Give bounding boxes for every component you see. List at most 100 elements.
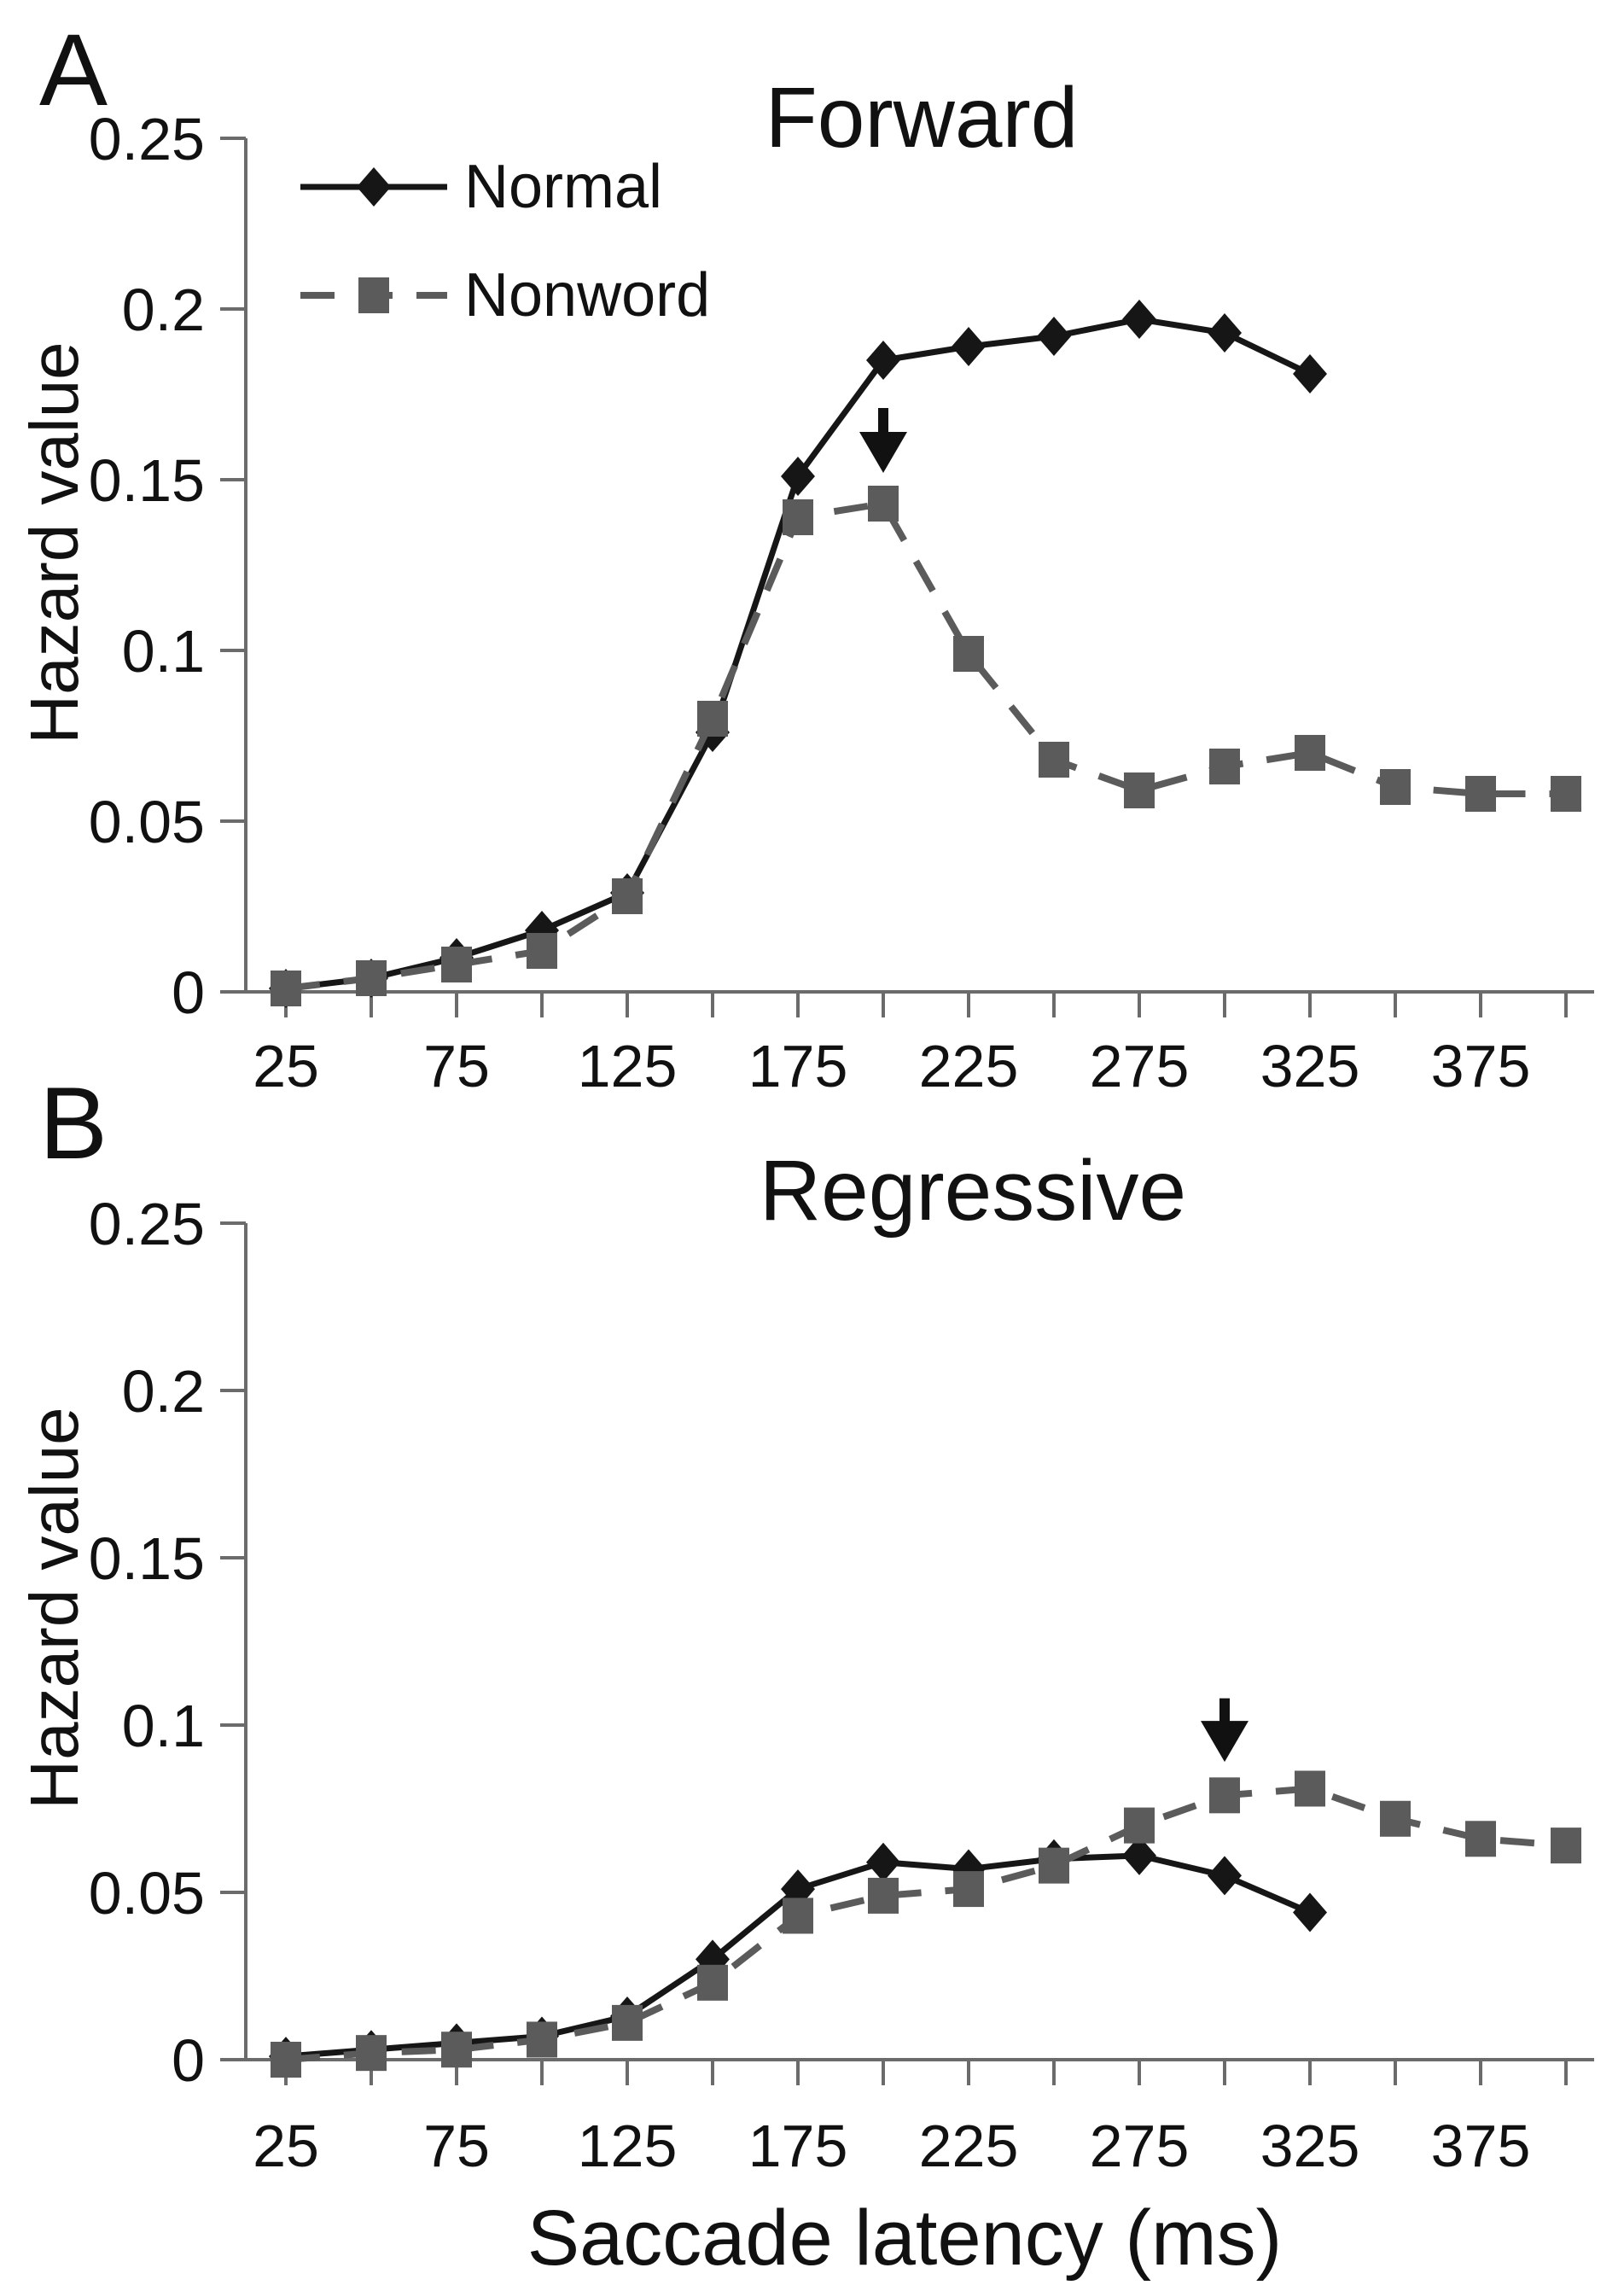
x-axis-title: Saccade latency (ms) [527, 2195, 1283, 2282]
panel-a-x-tick-label: 225 [919, 1033, 1019, 1099]
panel-a-x-tick-label: 175 [748, 1033, 848, 1099]
data-point-marker-square [1039, 1847, 1069, 1884]
data-point-marker-square [1209, 749, 1240, 784]
panel-b-y-tick-label: 0 [172, 2027, 205, 2094]
panel-b-nonword-line [285, 1785, 1567, 2063]
panel-b-y-tick-label: 0.15 [89, 1525, 205, 1592]
panel-b-axes: 0 0.05 0.1 0.15 0.2 0.25 25 75 125 175 225 275 325 37… [89, 1191, 1594, 2179]
panel-a-x-tick-label: 375 [1431, 1033, 1531, 1099]
data-point-marker-square [527, 933, 557, 969]
legend-item-nonword: Nonword [299, 262, 710, 329]
panel-a-y-tick-label: 0.15 [89, 447, 205, 514]
data-point-marker-square [441, 947, 472, 982]
data-point-marker-square [441, 2032, 472, 2068]
data-point-marker-square [1124, 1807, 1155, 1844]
data-point-marker-square [1295, 1770, 1325, 1807]
panel-b-y-tick-label: 0.2 [122, 1358, 205, 1425]
panel-a-group: 0 0.05 0.1 0.15 0.2 0.25 25 75 125 175 225 275 325 37… [89, 106, 1594, 1099]
panel-a-x-tick-label: 25 [253, 1033, 319, 1099]
data-point-marker-square [271, 2042, 301, 2078]
panel-a-y-tick-label: 0.2 [122, 277, 205, 343]
panel-a-y-tick-label: 0.25 [89, 106, 205, 172]
square-marker-icon [358, 277, 389, 313]
data-point-marker-square [1465, 776, 1496, 812]
data-point-marker-square [1551, 1828, 1581, 1864]
panel-b-y-tick-label: 0.1 [122, 1693, 205, 1759]
panel-b-series-normal [269, 1835, 1327, 2077]
data-point-marker-square [1209, 1777, 1240, 1814]
panel-b-x-tick-label: 125 [578, 2113, 678, 2179]
panel-b-y-axis-label: Hazard value [16, 1407, 92, 1810]
panel-a-y-tick-label: 0 [172, 959, 205, 1026]
data-point-marker-square [1124, 772, 1155, 808]
panel-b-x-tick-label: 275 [1090, 2113, 1190, 2179]
panel-a-x-tick-label: 75 [423, 1033, 490, 1099]
data-point-marker-diamond [1037, 317, 1071, 356]
panel-b-title: Regressive [759, 1143, 1187, 1239]
data-point-marker-square [527, 2021, 557, 2058]
data-point-marker-square [783, 1898, 813, 1934]
panel-b-x-tick-label: 25 [253, 2113, 319, 2179]
data-point-marker-diamond [866, 1842, 900, 1882]
data-point-marker-diamond [1208, 313, 1242, 353]
data-point-marker-square [1551, 776, 1581, 812]
panel-b-x-tick-label: 225 [919, 2113, 1019, 2179]
data-point-marker-square [1295, 735, 1325, 771]
panel-a-axes: 0 0.05 0.1 0.15 0.2 0.25 25 75 125 175 225 275 325 37… [89, 106, 1594, 1099]
panel-a-x-tick-label: 325 [1260, 1033, 1360, 1099]
data-point-marker-square [697, 1964, 728, 2001]
legend-nonword-sample [300, 277, 447, 313]
panel-b-group: 0 0.05 0.1 0.15 0.2 0.25 25 75 125 175 225 275 325 37… [89, 1191, 1594, 2179]
legend-normal-sample [300, 167, 447, 207]
panel-b-letter: B [39, 1066, 108, 1180]
panel-a-annotation-arrow-icon [859, 408, 907, 473]
panel-a-nonword-line [285, 499, 1566, 992]
panel-a-x-tick-label: 275 [1090, 1033, 1190, 1099]
data-point-marker-square [697, 701, 728, 737]
legend-item-normal: Normal [299, 154, 662, 220]
data-point-marker-diamond [1122, 1835, 1156, 1875]
data-point-marker-square [356, 2035, 387, 2072]
diamond-marker-icon [357, 167, 391, 207]
data-point-marker-square [271, 971, 301, 1006]
panel-b-x-tick-label: 75 [423, 2113, 490, 2179]
panel-a-y-axis-label: Hazard value [16, 341, 92, 744]
panel-a-normal-line [285, 316, 1312, 992]
legend-label-normal: Normal [464, 153, 663, 221]
data-point-marker-square [1465, 1821, 1496, 1857]
data-point-marker-square [953, 1871, 984, 1908]
panel-b-series-nonword [271, 1770, 1581, 2078]
data-point-marker-diamond [1122, 300, 1156, 339]
panel-a-letter: A [39, 13, 108, 127]
data-point-marker-square [868, 1877, 899, 1914]
data-point-marker-diamond [866, 341, 900, 380]
data-point-marker-diamond [781, 457, 815, 496]
data-point-marker-diamond [952, 327, 986, 366]
data-point-marker-diamond [1208, 1856, 1242, 1896]
panel-a-series-nonword [271, 486, 1581, 1006]
panel-a-title: Forward [765, 70, 1079, 166]
data-point-marker-square [1380, 1800, 1411, 1837]
panel-b-annotation-arrow-icon [1201, 1698, 1249, 1763]
data-point-marker-diamond [1293, 354, 1327, 393]
data-point-marker-square [868, 486, 899, 522]
data-point-marker-square [783, 499, 813, 535]
panel-b-y-tick-label: 0.05 [89, 1860, 205, 1927]
data-point-marker-square [356, 960, 387, 996]
panel-a-y-tick-label: 0.1 [122, 618, 205, 685]
panel-a-series-normal [269, 300, 1327, 1008]
panel-b-x-tick-label: 375 [1431, 2113, 1531, 2179]
panel-a-y-tick-label: 0.05 [89, 789, 205, 855]
data-point-marker-square [612, 2004, 643, 2041]
data-point-marker-square [1039, 742, 1069, 778]
data-point-marker-diamond [1293, 1892, 1327, 1932]
data-point-marker-square [953, 636, 984, 672]
panel-b-x-tick-label: 175 [748, 2113, 848, 2179]
data-point-marker-square [612, 878, 643, 914]
panel-b-x-tick-label: 325 [1260, 2113, 1360, 2179]
panel-b-y-tick-label: 0.25 [89, 1191, 205, 1257]
legend-label-nonword: Nonword [464, 261, 711, 329]
panel-a-x-tick-label: 125 [578, 1033, 678, 1099]
